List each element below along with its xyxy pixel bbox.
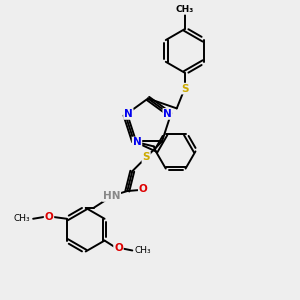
Text: S: S xyxy=(181,84,188,94)
Text: O: O xyxy=(45,212,53,222)
Text: CH₃: CH₃ xyxy=(134,246,151,255)
Text: CH₃: CH₃ xyxy=(176,5,194,14)
Text: N: N xyxy=(133,137,141,148)
Text: N: N xyxy=(124,109,133,119)
Text: O: O xyxy=(139,184,148,194)
Text: N: N xyxy=(163,109,172,119)
Text: S: S xyxy=(142,152,150,162)
Text: CH₃: CH₃ xyxy=(14,214,30,223)
Text: HN: HN xyxy=(103,191,120,201)
Text: O: O xyxy=(114,244,123,254)
